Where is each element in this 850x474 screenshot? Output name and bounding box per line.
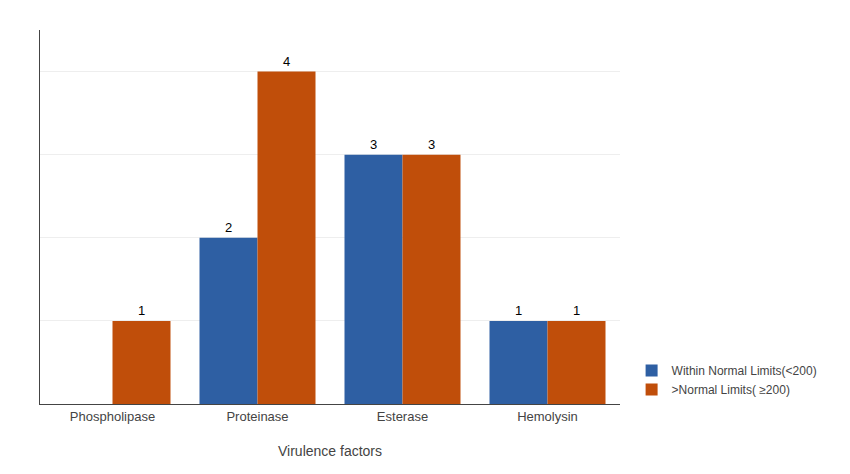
svg-text:Proteinase: Proteinase	[226, 409, 288, 424]
svg-text:Virulence factors: Virulence factors	[278, 443, 382, 459]
svg-text:1: 1	[573, 303, 580, 318]
svg-text:3: 3	[370, 137, 377, 152]
svg-text:>Normal Limits( ≥200): >Normal Limits( ≥200)	[672, 383, 790, 397]
svg-text:Phospholipase: Phospholipase	[70, 409, 155, 424]
svg-text:1: 1	[138, 303, 145, 318]
svg-text:2: 2	[225, 220, 232, 235]
svg-text:Within Normal Limits(<200): Within Normal Limits(<200)	[672, 364, 817, 378]
svg-text:4: 4	[283, 54, 290, 69]
svg-text:Esterase: Esterase	[377, 409, 428, 424]
svg-text:3: 3	[428, 137, 435, 152]
svg-text:Hemolysin: Hemolysin	[517, 409, 578, 424]
svg-text:1: 1	[515, 303, 522, 318]
